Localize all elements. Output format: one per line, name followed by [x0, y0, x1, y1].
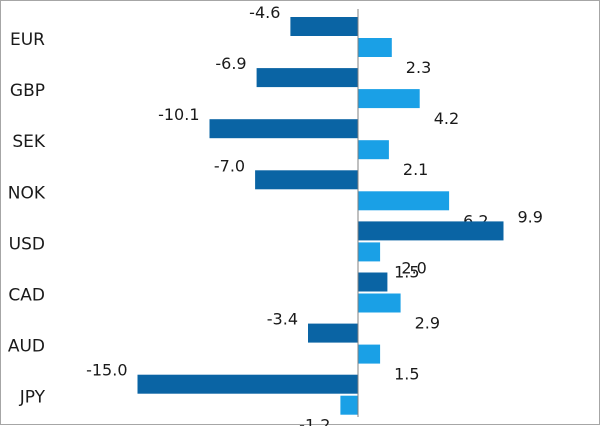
value-label-gbp-series-1: -6.9 [215, 54, 246, 73]
bar-cad-series-1 [358, 272, 388, 292]
bar-eur-series-1 [290, 17, 358, 36]
bar-cad-series-2 [358, 293, 401, 313]
bar-aud-series-1 [308, 323, 358, 343]
category-label-sek: SEK [12, 132, 46, 152]
bar-jpy-series-1 [137, 374, 358, 394]
value-label-cad-series-1: 2.0 [401, 259, 426, 278]
value-label-gbp-series-2: 4.2 [434, 109, 459, 128]
value-label-eur-series-1: -4.6 [249, 3, 280, 22]
category-label-jpy: JPY [19, 388, 46, 408]
bar-usd-series-1 [358, 221, 504, 241]
category-label-eur: EUR [10, 30, 45, 50]
bar-nok-series-2 [358, 191, 450, 211]
value-label-cad-series-2: 2.9 [415, 314, 440, 333]
category-label-cad: CAD [8, 286, 45, 306]
bar-usd-series-2 [358, 242, 381, 262]
category-label-gbp: GBP [10, 81, 45, 101]
value-label-jpy-series-2: -1.2 [299, 416, 330, 426]
value-label-eur-series-2: 2.3 [406, 58, 431, 77]
category-label-aud: AUD [8, 337, 45, 357]
value-label-jpy-series-1: -15.0 [86, 361, 127, 380]
bar-sek-series-1 [209, 119, 358, 139]
value-label-aud-series-2: 1.5 [394, 365, 419, 384]
value-label-usd-series-2: 1.5 [394, 262, 419, 281]
bar-gbp-series-2 [358, 89, 420, 109]
value-label-aud-series-1: -3.4 [267, 310, 298, 329]
value-label-sek-series-1: -10.1 [158, 105, 199, 124]
bar-aud-series-2 [358, 344, 381, 364]
value-label-nok-series-1: -7.0 [214, 156, 245, 175]
bar-jpy-series-2 [340, 395, 358, 415]
bar-eur-series-2 [358, 38, 392, 57]
bar-nok-series-1 [255, 170, 358, 190]
bar-sek-series-2 [358, 140, 389, 160]
category-label-nok: NOK [8, 183, 46, 203]
value-label-sek-series-2: 2.1 [403, 160, 428, 179]
category-label-usd: USD [9, 234, 45, 254]
value-label-usd-series-1: 9.9 [518, 207, 543, 226]
bar-gbp-series-1 [256, 68, 358, 88]
